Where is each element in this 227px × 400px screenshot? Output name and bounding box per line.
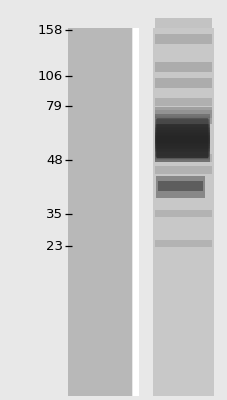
Bar	[154, 62, 211, 72]
Bar	[154, 119, 209, 120]
Bar	[154, 159, 209, 160]
Bar	[154, 120, 209, 122]
Bar	[154, 122, 209, 124]
Bar	[154, 141, 209, 143]
Bar	[154, 124, 209, 125]
Bar	[154, 143, 209, 144]
Bar	[154, 152, 209, 154]
Text: 158: 158	[37, 24, 62, 36]
Bar	[154, 166, 211, 174]
Bar	[154, 149, 209, 151]
Bar	[154, 117, 209, 119]
Bar	[154, 34, 211, 44]
Bar	[154, 135, 209, 136]
Bar	[154, 78, 211, 88]
FancyBboxPatch shape	[155, 118, 208, 158]
Bar	[154, 98, 211, 106]
Bar	[68, 28, 132, 396]
Bar	[154, 156, 209, 157]
Bar	[154, 136, 209, 138]
Bar	[154, 130, 209, 132]
Bar	[155, 176, 204, 198]
Bar	[154, 154, 211, 162]
Bar	[154, 125, 209, 127]
Text: 23: 23	[45, 240, 62, 252]
Bar	[154, 18, 211, 28]
Bar	[154, 151, 209, 152]
Bar	[154, 110, 211, 118]
Bar	[154, 144, 209, 146]
Bar	[154, 154, 209, 156]
Bar	[154, 128, 209, 130]
Bar	[154, 160, 209, 162]
Bar	[154, 157, 209, 159]
Text: 106: 106	[37, 70, 62, 82]
Bar	[154, 240, 211, 247]
Bar	[154, 127, 209, 128]
Text: 48: 48	[46, 154, 62, 166]
Bar	[154, 138, 209, 140]
Bar	[154, 148, 209, 149]
Bar	[154, 132, 209, 133]
Bar	[154, 146, 209, 148]
Bar	[154, 210, 211, 217]
Bar	[154, 133, 209, 135]
Bar	[133, 28, 138, 396]
Text: 79: 79	[46, 100, 62, 112]
Bar	[158, 182, 202, 191]
Text: 35: 35	[45, 208, 62, 220]
Bar	[154, 116, 209, 117]
Bar	[152, 28, 213, 396]
Bar	[154, 140, 209, 141]
Bar	[154, 107, 211, 124]
Bar	[154, 114, 209, 116]
